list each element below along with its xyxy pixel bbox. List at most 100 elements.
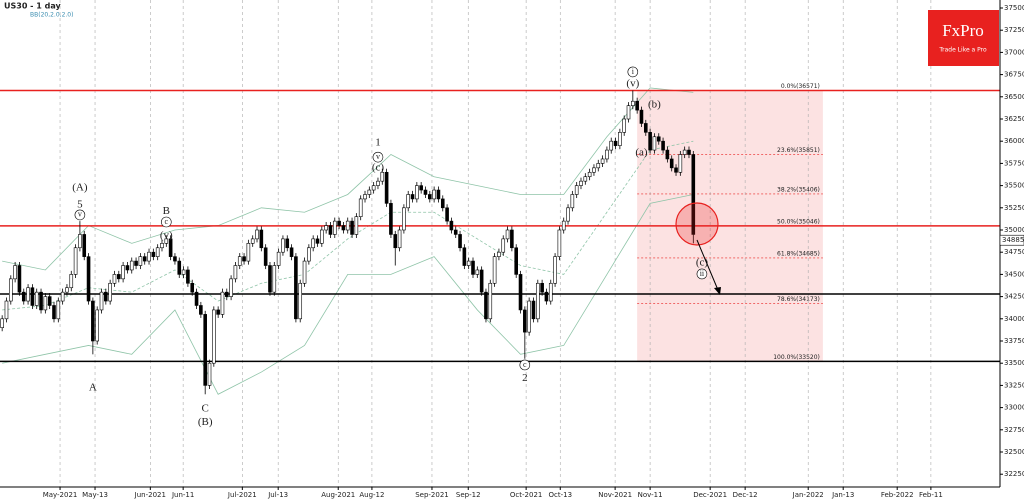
candle-body <box>30 287 35 306</box>
candle-body <box>108 282 112 302</box>
candle-body <box>406 194 411 209</box>
candle-body <box>181 269 186 275</box>
y-tick-label: 36750 <box>1004 71 1024 79</box>
x-tick-label: Sep-2021 <box>415 491 449 499</box>
candle-body <box>440 198 445 209</box>
fib-label: 38.2%(35406) <box>777 186 820 193</box>
candle-body <box>514 247 518 275</box>
fib-label: 100.0%(33520) <box>773 354 820 361</box>
candle-body <box>199 305 203 315</box>
y-tick-label: 33000 <box>1004 404 1024 412</box>
candle-body <box>570 194 575 209</box>
candle-body <box>216 309 220 315</box>
x-tick-label: May-2021 <box>43 491 78 499</box>
x-tick-label: Feb-2022 <box>881 491 914 499</box>
candle-body <box>652 136 657 151</box>
candle-body <box>345 220 350 231</box>
candle-body <box>540 282 544 293</box>
wave-label: A <box>89 382 97 394</box>
candle-body <box>177 260 182 275</box>
logo-name: FxPro <box>942 21 984 40</box>
candle-body <box>186 269 190 284</box>
arrow-line <box>696 239 719 291</box>
x-tick-label: Feb-11 <box>919 491 943 499</box>
candle-body <box>376 180 380 186</box>
wave-label: (c) <box>372 161 385 173</box>
fib-label: 78.6%(34173) <box>777 296 820 303</box>
candle-body <box>423 189 428 195</box>
candle-body <box>78 234 82 249</box>
wave-label: (A) <box>72 182 88 194</box>
wave-label: 2 <box>522 372 528 384</box>
candle-body <box>17 265 22 293</box>
candle-body <box>151 251 156 257</box>
candle-body <box>436 189 441 200</box>
candle-body <box>354 216 359 235</box>
candle-body <box>453 229 458 235</box>
candle-body <box>47 296 52 306</box>
candle-body <box>501 238 506 253</box>
candle-body <box>393 234 398 249</box>
candle-body <box>566 207 570 222</box>
candle-body <box>34 291 39 306</box>
x-tick-label: Jun-11 <box>171 491 194 499</box>
candle-body <box>371 185 376 191</box>
wave-label: (b) <box>648 98 661 110</box>
bollinger-middle <box>2 140 694 311</box>
candle-body <box>203 314 207 386</box>
candle-body <box>121 265 125 280</box>
y-tick-label: 35500 <box>1004 182 1024 190</box>
candle-body <box>643 123 648 133</box>
last-price-label: 34885 <box>1002 236 1024 244</box>
x-tick-label: Jun-2021 <box>134 491 166 499</box>
candle-body <box>618 132 622 146</box>
wave-circle <box>696 268 708 280</box>
wave-label: i <box>632 67 635 76</box>
wave-label: ii <box>700 269 705 278</box>
candle-body <box>95 309 99 342</box>
candle-body <box>112 274 117 284</box>
y-tick-label: 36250 <box>1004 115 1024 123</box>
candle-body <box>488 282 493 320</box>
x-tick-label: Dec-12 <box>733 491 758 499</box>
candle-body <box>39 291 43 311</box>
candle-body <box>246 243 251 262</box>
x-tick-label: Aug-12 <box>359 491 384 499</box>
candle-body <box>389 203 393 235</box>
candle-body <box>574 185 579 195</box>
y-tick-label: 34750 <box>1004 248 1024 256</box>
wave-label: v <box>78 210 82 219</box>
candle-body <box>125 265 130 271</box>
wave-label: (v) <box>626 77 639 89</box>
candle-body <box>639 109 644 124</box>
candle-body <box>26 287 30 302</box>
candle-body <box>527 300 531 333</box>
candle-body <box>289 247 294 257</box>
candle-body <box>328 225 333 235</box>
candle-body <box>561 220 566 231</box>
candle-body <box>648 132 652 151</box>
candle-body <box>315 238 320 244</box>
candle-body <box>164 238 169 244</box>
logo-box <box>928 10 999 66</box>
fib-label: 61.8%(34685) <box>777 250 820 257</box>
x-tick-label: Dec-2021 <box>693 491 727 499</box>
x-tick-label: Oct-13 <box>548 491 572 499</box>
candle-body <box>250 238 255 244</box>
candle-body <box>73 247 78 275</box>
bollinger-upper <box>2 87 694 271</box>
candle-body <box>8 278 13 302</box>
candle-body <box>358 198 363 217</box>
candle-body <box>307 247 311 262</box>
fib-label: 50.0%(35046) <box>777 218 820 225</box>
y-tick-label: 37000 <box>1004 48 1024 56</box>
y-tick-label: 33250 <box>1004 381 1024 389</box>
y-tick-label: 35250 <box>1004 204 1024 212</box>
wave-label: (B) <box>198 416 213 428</box>
candle-body <box>691 154 696 235</box>
last-price-box <box>999 234 1024 246</box>
candle-body <box>302 260 307 284</box>
candle-body <box>592 167 596 173</box>
candle-body <box>311 238 315 249</box>
